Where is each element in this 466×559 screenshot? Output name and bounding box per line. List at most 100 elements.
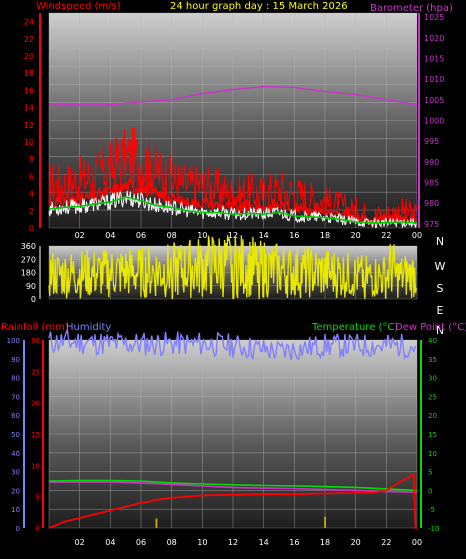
rain-rate-bar [155, 518, 158, 528]
x-tick-label: 22 [381, 231, 391, 240]
compass-label: N [436, 235, 444, 248]
x-tick-label: 10 [197, 231, 207, 240]
temperature-axis-title: Temperature (°C) [311, 322, 398, 333]
x-tick-label: 18 [320, 538, 330, 547]
dir-y-tick-label: 360 [21, 242, 36, 251]
humidity-y-tick-label: 100 [7, 337, 20, 345]
barometer-series-line [48, 85, 418, 106]
compass-label: S [437, 282, 444, 295]
wind-y-tick-label: 24 [24, 18, 34, 27]
rain-rate-bar [324, 516, 326, 528]
dir-y-tick-label: 0 [31, 295, 36, 304]
x-tick-label: 20 [351, 538, 361, 547]
wind-y-tick-label: 16 [24, 86, 34, 95]
rainfall-axis-title: Rainfall (mm) [1, 322, 69, 333]
x-tick-label: 08 [167, 231, 177, 240]
temp-y-tick-label: 25 [428, 393, 437, 401]
x-tick-label: 08 [167, 538, 177, 547]
humidity-y-tick-label: 50 [11, 431, 20, 439]
wind-y-tick-label: 10 [24, 138, 34, 147]
baro-y-tick-label: 1020 [424, 34, 444, 43]
humidity-series-line [48, 328, 417, 361]
temp-y-tick-label: 40 [428, 337, 437, 345]
temp-y-tick-label: 35 [428, 356, 437, 364]
temp-y-tick-label: 20 [428, 412, 437, 420]
baro-y-tick-label: 1015 [424, 54, 444, 63]
wind-y-tick-label: 2 [29, 207, 34, 216]
rain-y-tick-label: 0 [36, 525, 40, 533]
baro-y-tick-label: 985 [424, 179, 439, 188]
temp-y-tick-label: 0 [428, 487, 432, 495]
chart-title: 24 hour graph day : 15 March 2026 [170, 1, 348, 12]
baro-y-tick-label: 990 [424, 158, 439, 167]
rain-y-tick-label: 5 [36, 494, 40, 502]
dir-y-tick-label: 180 [21, 269, 36, 278]
rain-y-tick-label: 30 [31, 337, 40, 345]
baro-y-tick-label: 1000 [424, 117, 444, 126]
wind-y-tick-label: 20 [24, 52, 34, 61]
compass-label: N [436, 324, 444, 337]
humidity-y-tick-label: 90 [11, 356, 20, 364]
temp-y-tick-label: 15 [428, 431, 437, 439]
dewpoint-series-line [49, 481, 418, 494]
windspeed-series-line [48, 179, 418, 226]
humidity-y-tick-label: 30 [11, 469, 20, 477]
wind-barometer-panel: 0246810121416182022249759809859909951000… [24, 12, 444, 240]
x-tick-label: 10 [197, 538, 207, 547]
barometer-axis-title: Barometer (hpa) [370, 3, 453, 14]
humidity-y-tick-label: 40 [11, 450, 20, 458]
wind-y-tick-label: 8 [29, 155, 34, 164]
baro-y-tick-label: 1010 [424, 75, 444, 84]
temp-y-tick-label: 30 [428, 375, 437, 383]
baro-y-tick-label: 975 [424, 220, 439, 229]
avg-wind-series-line [48, 196, 418, 224]
rain-y-tick-label: 25 [31, 368, 40, 376]
humidity-axis-title: Humidity [66, 322, 111, 333]
humidity-y-tick-label: 20 [11, 487, 20, 495]
humidity-y-tick-label: 60 [11, 412, 20, 420]
x-tick-label: 18 [320, 231, 330, 240]
x-tick-label: 04 [105, 231, 115, 240]
temp-y-tick-label: 5 [428, 469, 432, 477]
temp-y-tick-label: -10 [428, 525, 439, 533]
x-tick-label: 04 [105, 538, 115, 547]
wind-direction-series-line [48, 235, 417, 300]
x-tick-label: 06 [136, 538, 146, 547]
baro-y-tick-label: 980 [424, 199, 439, 208]
rain-humidity-temp-panel: 0102030405060708090100051015202530-10-50… [7, 328, 439, 547]
rain-y-tick-label: 20 [31, 400, 40, 408]
humidity-y-tick-label: 80 [11, 375, 20, 383]
baro-y-tick-label: 1005 [424, 96, 444, 105]
wind-y-tick-label: 4 [29, 190, 34, 199]
humidity-y-tick-label: 0 [16, 525, 20, 533]
temp-y-tick-label: -5 [428, 506, 435, 514]
x-tick-label: 20 [351, 231, 361, 240]
wind-y-tick-label: 0 [29, 224, 34, 233]
x-tick-label: 12 [228, 231, 238, 240]
humidity-y-tick-label: 70 [11, 393, 20, 401]
x-tick-label: 12 [228, 538, 238, 547]
rainfall-series-line [48, 473, 417, 529]
x-tick-label: 02 [75, 538, 85, 547]
x-tick-label: 22 [381, 538, 391, 547]
wind-low-series-line [48, 190, 417, 229]
temperature-series-line [48, 479, 418, 492]
dir-y-tick-label: 90 [26, 282, 36, 291]
x-tick-label: 14 [259, 231, 269, 240]
humidity-y-tick-label: 10 [11, 506, 20, 514]
rain-y-tick-label: 15 [31, 431, 40, 439]
rain-y-tick-label: 10 [31, 462, 40, 470]
wind-y-tick-label: 22 [24, 35, 34, 44]
wind-y-tick-label: 18 [24, 69, 34, 78]
baro-y-tick-label: 995 [424, 137, 439, 146]
dir-y-tick-label: 270 [21, 255, 36, 264]
x-tick-label: 00 [412, 538, 422, 547]
windspeed-axis-title: Windspeed (m/s) [36, 1, 121, 12]
x-tick-label: 02 [75, 231, 85, 240]
baro-y-tick-label: 1025 [424, 13, 444, 22]
dewpoint-axis-title: Dew Point (°C) [395, 322, 466, 333]
compass-label: E [437, 304, 444, 317]
wind-y-tick-label: 12 [24, 121, 34, 130]
